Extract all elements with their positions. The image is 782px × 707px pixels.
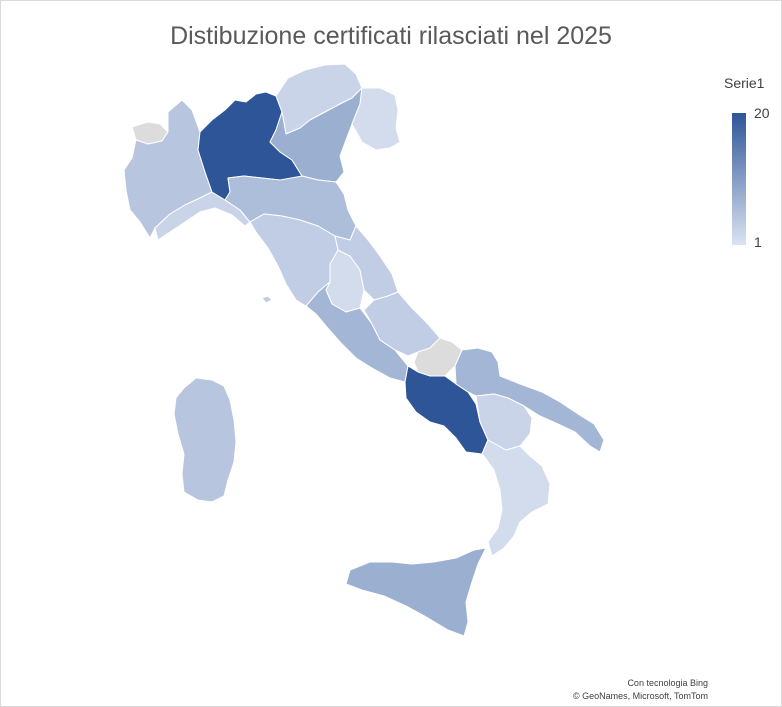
region-veneto[interactable]: [269, 87, 363, 183]
region-liguria[interactable]: [154, 191, 251, 241]
legend-min-label: 1: [754, 234, 762, 250]
legend-color-scale: [732, 113, 746, 245]
island-elba: [261, 295, 273, 304]
region-sardegna[interactable]: [173, 377, 237, 503]
chart-title: Distibuzione certificati rilasciati nel …: [170, 22, 612, 50]
attribution-bing: Con tecnologia Bing: [627, 678, 708, 688]
legend-series-name: Serie1: [724, 75, 765, 91]
legend-max-label: 20: [754, 105, 770, 121]
region-sicilia[interactable]: [345, 547, 487, 637]
region-basilicata[interactable]: [475, 393, 533, 451]
region-calabria[interactable]: [481, 439, 551, 557]
attribution-sources: © GeoNames, Microsoft, TomTom: [573, 691, 708, 701]
region-friuli-venezia-giulia[interactable]: [351, 87, 401, 151]
